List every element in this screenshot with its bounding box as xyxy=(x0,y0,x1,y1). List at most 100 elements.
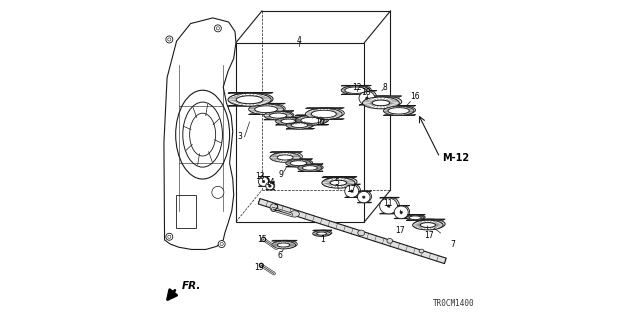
Ellipse shape xyxy=(265,111,294,119)
Ellipse shape xyxy=(166,36,173,43)
Ellipse shape xyxy=(357,191,370,203)
Ellipse shape xyxy=(420,223,435,228)
Text: 3: 3 xyxy=(237,132,243,141)
Polygon shape xyxy=(380,197,399,198)
Polygon shape xyxy=(322,177,357,178)
Ellipse shape xyxy=(362,196,365,198)
Ellipse shape xyxy=(270,204,278,212)
Ellipse shape xyxy=(311,110,336,118)
Ellipse shape xyxy=(387,205,390,207)
Polygon shape xyxy=(295,124,329,125)
Polygon shape xyxy=(270,152,303,153)
Ellipse shape xyxy=(299,164,323,171)
Polygon shape xyxy=(259,176,269,177)
Text: 13: 13 xyxy=(255,172,265,181)
Polygon shape xyxy=(394,218,410,219)
Ellipse shape xyxy=(313,231,330,236)
Ellipse shape xyxy=(324,177,357,187)
Text: 6: 6 xyxy=(278,251,283,260)
Ellipse shape xyxy=(388,108,410,114)
Ellipse shape xyxy=(271,241,296,249)
Ellipse shape xyxy=(262,180,265,183)
Ellipse shape xyxy=(277,243,290,247)
Ellipse shape xyxy=(261,237,266,242)
Ellipse shape xyxy=(419,249,424,253)
Ellipse shape xyxy=(342,85,371,94)
Text: FR.: FR. xyxy=(182,281,202,291)
Polygon shape xyxy=(248,114,285,115)
Ellipse shape xyxy=(250,103,285,114)
Ellipse shape xyxy=(359,191,372,202)
Ellipse shape xyxy=(248,104,284,115)
Ellipse shape xyxy=(409,216,421,220)
Ellipse shape xyxy=(266,182,274,190)
Ellipse shape xyxy=(277,155,293,160)
Ellipse shape xyxy=(259,176,269,186)
Text: 9: 9 xyxy=(279,170,284,179)
Ellipse shape xyxy=(276,117,301,125)
Ellipse shape xyxy=(346,184,360,197)
Polygon shape xyxy=(175,195,196,228)
Ellipse shape xyxy=(277,117,302,124)
Ellipse shape xyxy=(305,108,342,120)
Ellipse shape xyxy=(359,91,375,105)
Text: TR0CM1400: TR0CM1400 xyxy=(433,299,475,308)
Ellipse shape xyxy=(290,161,307,166)
Ellipse shape xyxy=(345,87,366,93)
Polygon shape xyxy=(164,18,236,250)
Ellipse shape xyxy=(236,96,263,104)
Text: 10: 10 xyxy=(315,118,325,127)
Ellipse shape xyxy=(269,113,287,118)
Polygon shape xyxy=(264,119,294,120)
Ellipse shape xyxy=(168,235,171,238)
Ellipse shape xyxy=(290,211,300,217)
Text: M-12: M-12 xyxy=(442,153,469,164)
Ellipse shape xyxy=(383,106,414,116)
Ellipse shape xyxy=(361,91,377,104)
Ellipse shape xyxy=(259,177,269,186)
Ellipse shape xyxy=(168,38,171,41)
Polygon shape xyxy=(345,184,360,185)
Text: 15: 15 xyxy=(257,236,267,244)
Ellipse shape xyxy=(396,205,410,218)
Polygon shape xyxy=(271,240,298,241)
Ellipse shape xyxy=(216,27,220,30)
Text: 5: 5 xyxy=(334,178,339,187)
Ellipse shape xyxy=(273,240,298,248)
Ellipse shape xyxy=(307,108,344,119)
Text: 14: 14 xyxy=(265,178,275,187)
Text: 18: 18 xyxy=(362,88,371,97)
Ellipse shape xyxy=(288,120,314,128)
Polygon shape xyxy=(276,124,302,125)
Ellipse shape xyxy=(230,92,273,105)
Ellipse shape xyxy=(341,86,370,94)
Ellipse shape xyxy=(380,198,397,214)
Polygon shape xyxy=(394,205,410,206)
Polygon shape xyxy=(380,213,399,214)
Ellipse shape xyxy=(175,90,230,179)
Ellipse shape xyxy=(317,232,326,235)
Text: 12: 12 xyxy=(353,83,362,92)
Ellipse shape xyxy=(387,238,393,243)
Ellipse shape xyxy=(394,206,408,219)
Ellipse shape xyxy=(218,241,225,248)
Ellipse shape xyxy=(255,106,277,113)
Ellipse shape xyxy=(381,197,399,213)
Ellipse shape xyxy=(365,97,368,99)
Text: 8: 8 xyxy=(382,83,387,92)
Ellipse shape xyxy=(166,233,173,240)
Text: 7: 7 xyxy=(451,240,456,249)
Ellipse shape xyxy=(302,166,317,170)
Ellipse shape xyxy=(214,25,221,32)
Polygon shape xyxy=(295,115,329,116)
Ellipse shape xyxy=(415,219,445,229)
Ellipse shape xyxy=(269,185,271,187)
Ellipse shape xyxy=(297,115,329,124)
Ellipse shape xyxy=(286,121,313,129)
Polygon shape xyxy=(228,105,273,106)
Ellipse shape xyxy=(365,96,402,108)
Ellipse shape xyxy=(406,215,424,220)
Ellipse shape xyxy=(330,180,347,186)
Ellipse shape xyxy=(400,211,403,213)
Text: 16: 16 xyxy=(410,92,420,101)
